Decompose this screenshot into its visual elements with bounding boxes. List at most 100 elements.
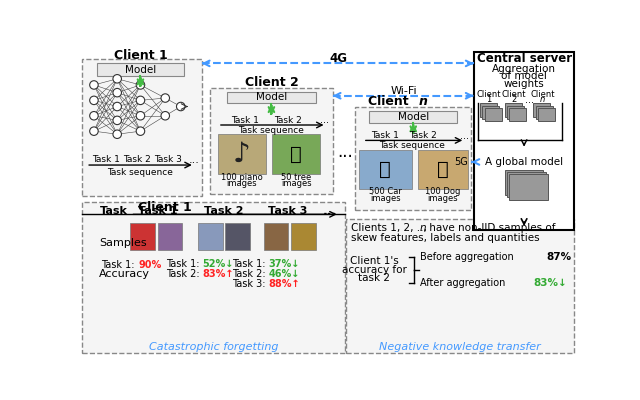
Text: Task 2:: Task 2: [166, 269, 202, 279]
Bar [507, 106, 524, 119]
Text: 1: 1 [486, 95, 492, 104]
Bar [198, 223, 223, 250]
Bar [81, 59, 202, 196]
Text: Task sequence: Task sequence [239, 126, 305, 135]
Bar [538, 108, 555, 121]
Text: Model: Model [125, 64, 156, 74]
Circle shape [113, 102, 122, 111]
Text: weights: weights [504, 79, 545, 89]
Bar [533, 104, 550, 116]
Bar [418, 150, 468, 189]
Text: 100 piano: 100 piano [221, 173, 263, 182]
Bar [369, 111, 458, 123]
Text: have non-IID samples of: have non-IID samples of [426, 223, 555, 233]
Circle shape [113, 116, 122, 125]
Text: images: images [370, 194, 401, 203]
Text: 4G: 4G [329, 52, 347, 65]
Bar [505, 170, 543, 195]
Text: task 2: task 2 [358, 273, 390, 283]
Text: Task 3:: Task 3: [232, 279, 268, 289]
Text: 87%: 87% [546, 252, 572, 262]
Bar [509, 174, 548, 200]
Circle shape [90, 112, 98, 120]
Text: 46%↓: 46%↓ [268, 269, 300, 279]
Text: n: n [540, 95, 545, 104]
Text: Task 2:: Task 2: [232, 269, 268, 279]
Text: Task: Task [99, 206, 127, 216]
Text: Task 1:: Task 1: [166, 258, 202, 269]
Text: 83%↓: 83%↓ [533, 278, 566, 288]
Circle shape [136, 127, 145, 135]
Text: Task 2: Task 2 [204, 206, 243, 216]
Bar [359, 150, 412, 189]
Text: Model: Model [397, 112, 429, 122]
Text: images: images [281, 179, 312, 188]
Text: Catastrophic forgetting: Catastrophic forgetting [148, 342, 278, 352]
Text: Model: Model [256, 92, 287, 102]
Text: Before aggregation: Before aggregation [420, 252, 514, 262]
Bar [218, 134, 266, 174]
Bar [536, 106, 553, 119]
Text: skew features, labels and quantities: skew features, labels and quantities [351, 233, 540, 243]
Text: n: n [419, 223, 426, 233]
Text: Client 2: Client 2 [244, 76, 298, 89]
Bar [507, 172, 546, 197]
Text: 88%↑: 88%↑ [268, 279, 300, 289]
Text: Accuracy: Accuracy [99, 269, 150, 279]
Text: Client: Client [502, 90, 526, 99]
Text: Task 1: Task 1 [138, 206, 177, 216]
Text: 100 Dog: 100 Dog [425, 188, 460, 196]
Text: Samples: Samples [99, 238, 147, 248]
Bar [97, 63, 184, 76]
Text: 83%↑: 83%↑ [202, 269, 234, 279]
Text: 52%↓: 52%↓ [202, 258, 234, 269]
Bar [509, 108, 526, 121]
Text: Client 1: Client 1 [113, 49, 167, 62]
Bar [474, 52, 575, 230]
Text: ...: ... [189, 155, 200, 165]
Bar [505, 104, 522, 116]
Text: Task 2: Task 2 [123, 155, 150, 164]
Circle shape [136, 81, 145, 89]
Circle shape [90, 127, 98, 135]
Bar [346, 219, 575, 353]
Text: Wi-Fi: Wi-Fi [390, 86, 417, 96]
Text: Task 1: Task 1 [92, 155, 120, 164]
Bar [480, 104, 497, 116]
Text: images: images [227, 179, 257, 188]
Text: 90%: 90% [138, 260, 161, 270]
Text: ...: ... [337, 143, 353, 161]
Text: Clients 1, 2, ..,: Clients 1, 2, .., [351, 223, 430, 233]
Text: n: n [419, 96, 428, 108]
Text: Central server: Central server [477, 52, 572, 65]
Circle shape [161, 112, 170, 120]
Text: 🌳: 🌳 [291, 145, 302, 164]
Text: Task 3: Task 3 [154, 155, 182, 164]
Bar [210, 88, 333, 194]
Text: 🐕: 🐕 [437, 160, 449, 179]
Text: Client: Client [477, 90, 502, 99]
Text: 50 tree: 50 tree [281, 173, 311, 182]
Text: Task 3: Task 3 [268, 206, 307, 216]
Bar [355, 107, 472, 210]
Text: Client: Client [531, 90, 555, 99]
Text: A global model: A global model [485, 157, 563, 167]
Text: ...: ... [460, 131, 468, 141]
Bar [484, 108, 502, 121]
Bar [227, 92, 316, 104]
Text: ♪: ♪ [233, 140, 251, 168]
Circle shape [177, 102, 185, 111]
Circle shape [161, 94, 170, 102]
Bar [131, 223, 155, 250]
Text: After aggregation: After aggregation [420, 278, 506, 288]
Text: Task 1: Task 1 [231, 116, 259, 125]
Bar [225, 223, 250, 250]
Text: Negative knowledge transfer: Negative knowledge transfer [379, 342, 541, 352]
Text: 2: 2 [511, 95, 516, 104]
Circle shape [136, 96, 145, 104]
Text: ...: ... [525, 94, 534, 104]
Text: Task 1: Task 1 [371, 131, 399, 140]
Text: accuracy for: accuracy for [342, 265, 407, 275]
Text: 500 Car: 500 Car [369, 188, 402, 196]
Circle shape [90, 96, 98, 104]
